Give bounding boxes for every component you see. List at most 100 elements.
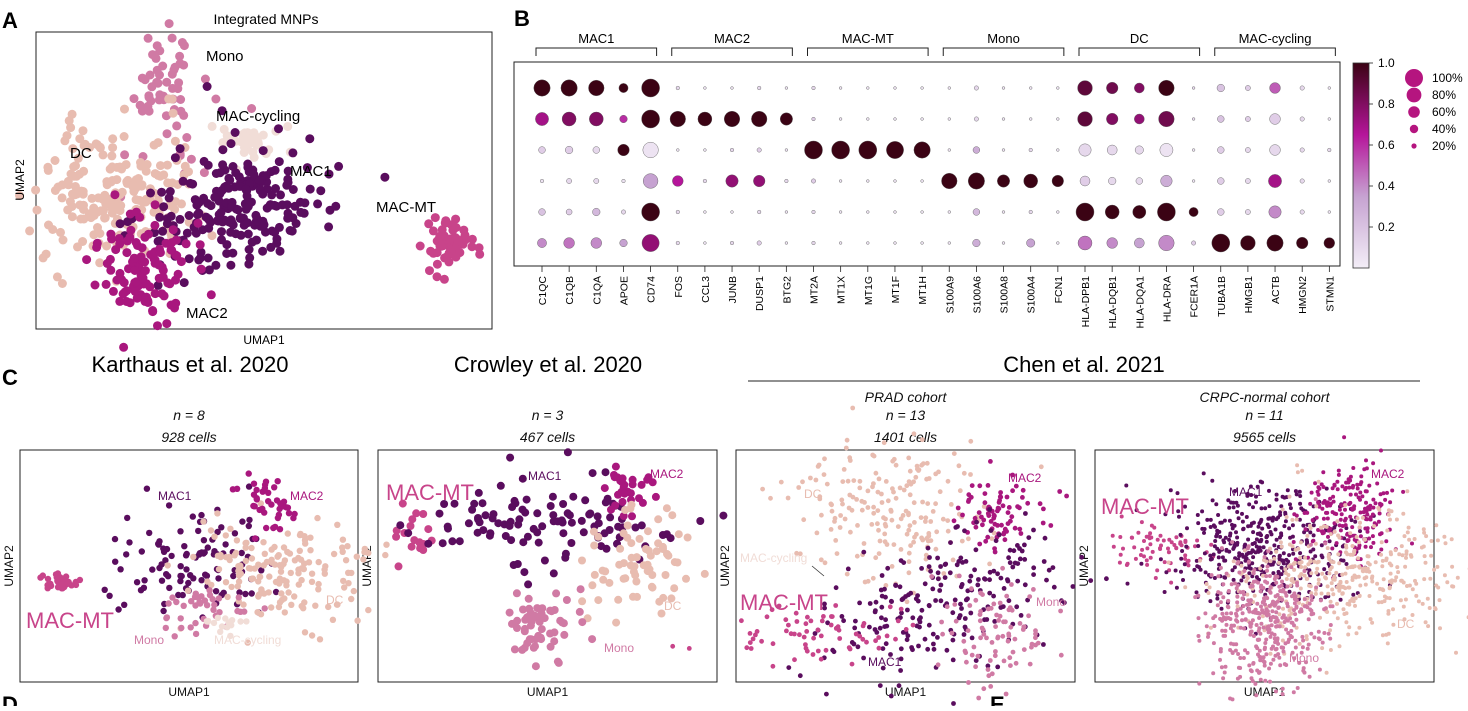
umap-point-dc: [796, 485, 801, 490]
umap-point-dc: [1340, 592, 1344, 596]
umap-point-mac2: [1020, 495, 1025, 500]
umap-point-mac2: [1001, 532, 1006, 537]
umap-point-dc: [800, 479, 805, 484]
umap-point-mac1: [139, 548, 145, 554]
dot-MAC-MT-MT2A: [805, 141, 823, 159]
umap-point-mono: [1218, 658, 1222, 662]
umap-point-mac2: [119, 343, 128, 352]
umap-point-mac1: [559, 500, 567, 508]
umap-point-mono: [1280, 646, 1284, 650]
umap-point-dc: [877, 551, 882, 556]
umap-point-mac1: [939, 583, 944, 588]
umap-point-dc: [66, 197, 75, 206]
umap-point-dc: [132, 195, 141, 204]
umap-point-mac1: [1249, 551, 1253, 555]
umap-point-mac2: [1326, 517, 1330, 521]
umap-point-mac2: [1371, 498, 1375, 502]
umap-point-mac-mt: [57, 574, 63, 580]
umap-point-mac1: [840, 614, 845, 619]
umap-point-mono: [1242, 627, 1246, 631]
umap-point-mac2: [1006, 510, 1011, 515]
umap-point-dc: [1351, 578, 1355, 582]
umap-point-mono: [1294, 594, 1298, 598]
umap-point-mac-mt: [904, 627, 909, 632]
size-legend-dot: [1405, 69, 1423, 87]
umap-point-dc: [1305, 634, 1309, 638]
umap-point-mac2: [960, 513, 965, 518]
dot-DC-S100A9: [948, 211, 951, 214]
umap-point-mono: [180, 41, 189, 50]
dot-MAC2-CCL3: [698, 112, 712, 126]
umap-point-mac1: [841, 618, 846, 623]
umap-point-mono: [1254, 579, 1258, 583]
umap-point-mono: [1293, 612, 1297, 616]
umap-point-mac-mt: [441, 216, 450, 225]
dot-MAC-cycling-HMGB1: [1241, 236, 1256, 251]
umap-point-dc: [1284, 571, 1288, 575]
umap-point-mac1: [1298, 490, 1302, 494]
umap-point-mac1: [975, 583, 980, 588]
umap-point-mac-mt: [433, 260, 442, 269]
umap-point-mono: [1239, 626, 1243, 630]
umap-point-mono: [972, 645, 977, 650]
umap-point-dc: [1366, 561, 1370, 565]
umap-point-mac1: [1215, 529, 1219, 533]
umap-point-mac1: [948, 570, 953, 575]
umap-point-mac2: [1327, 529, 1331, 533]
umap-point-mac1: [157, 188, 166, 197]
dot-DC-HMGB1: [1245, 209, 1250, 214]
umap-point-dc: [1389, 550, 1393, 554]
umap-point-mac1: [906, 592, 911, 597]
umap-point-mono: [546, 630, 554, 638]
umap-point-dc: [1424, 561, 1428, 565]
dot-DC-FOS: [676, 210, 680, 214]
dot-MAC1-HLA-DQB1: [1106, 82, 1118, 94]
umap-point-dc: [946, 529, 951, 534]
dot-MAC1-MT2A: [812, 86, 816, 90]
dot-MAC2-FCN1: [1056, 118, 1059, 121]
umap-point-mac1: [244, 230, 253, 239]
umap-point-dc: [927, 476, 932, 481]
umap-point-mono: [1240, 618, 1244, 622]
umap-point-dc: [1358, 584, 1362, 588]
umap-point-dc: [871, 505, 876, 510]
umap-point-mac1: [520, 568, 528, 576]
umap-point-mac-cycling: [243, 618, 249, 624]
umap-point-mono: [1318, 668, 1322, 672]
umap-point-dc: [360, 556, 366, 562]
umap-point-dc: [1039, 464, 1044, 469]
umap-point-mac2: [1010, 488, 1015, 493]
umap-point-dc: [1379, 553, 1383, 557]
umap-point-mac1: [1266, 523, 1270, 527]
umap-point-mac-mt: [765, 614, 770, 619]
umap-point-mac1: [507, 536, 515, 544]
umap-point-mac1: [538, 522, 546, 530]
umap-point-mac1: [134, 579, 140, 585]
umap-point-mac1: [159, 202, 168, 211]
umap-label-mac-cycling: MAC-cycling: [740, 551, 807, 565]
umap-point-mac1: [243, 218, 252, 227]
umap-point-mac1: [1192, 568, 1196, 572]
umap-point-dc: [949, 502, 954, 507]
umap-point-dc: [871, 576, 876, 581]
dot-MAC1-TUBA1B: [1217, 84, 1225, 92]
dot-DC-BTG2: [785, 211, 788, 214]
umap-point-mac2: [196, 240, 205, 249]
umap-point-mac1: [878, 683, 883, 688]
umap-point-mac2: [601, 484, 609, 492]
umap-point-dc: [291, 593, 297, 599]
umap-point-mac1: [1267, 504, 1271, 508]
umap-point-mac1: [1088, 578, 1093, 583]
umap-point-mac2: [1328, 497, 1332, 501]
umap-point-dc: [814, 478, 819, 483]
dot-MAC2-CD74: [642, 110, 660, 128]
umap-point-mac2: [1015, 504, 1020, 509]
umap-point-dc: [297, 548, 303, 554]
size-legend-label: 60%: [1432, 105, 1456, 119]
umap-point-mono: [1223, 629, 1227, 633]
umap-point-dc: [120, 132, 129, 141]
umap-point-dc: [819, 557, 824, 562]
umap-point-mono: [1221, 595, 1225, 599]
umap-point-dc: [1272, 557, 1276, 561]
